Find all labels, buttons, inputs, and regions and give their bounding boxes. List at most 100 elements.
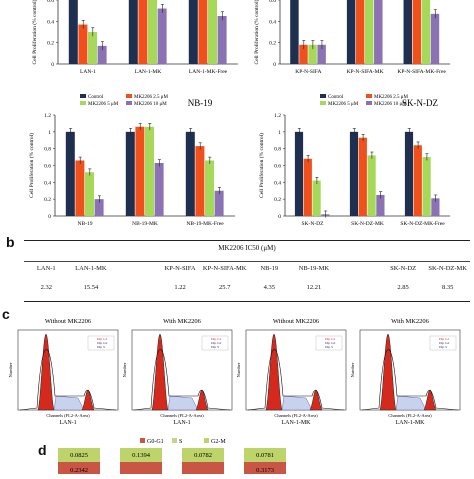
y-tick-label: 0 (273, 62, 276, 68)
table-col: SK-N-DZ (390, 265, 417, 272)
flow-title: With MK2206 (163, 318, 202, 325)
table-cell: 2.85 (397, 284, 409, 291)
y-tick-label: 0.4 (274, 180, 281, 186)
stack-segment-g2m (58, 448, 100, 462)
legend-label: MK2206 10 μM (134, 102, 167, 107)
y-tick-label: 0.6 (44, 164, 51, 170)
flow-legend-text: Dip G2 (439, 341, 450, 345)
table-cell: 1.22 (174, 284, 186, 291)
bar (94, 199, 104, 216)
x-tick-label: SK-N-DZ-MK (351, 221, 384, 227)
bar (145, 126, 154, 216)
flow-title: Without MK2206 (45, 318, 92, 325)
bar (208, 0, 217, 64)
y-tick-label: 0.2 (47, 41, 54, 47)
legend-swatch (126, 94, 132, 98)
flow-trace (133, 349, 231, 411)
y-tick-label: 0.2 (274, 197, 281, 203)
y-axis-label: Cell Proliferation (% control) (31, 0, 38, 64)
x-tick-label: SK-N-DZ (302, 221, 325, 227)
bar (367, 155, 376, 216)
y-tick-label: 0.6 (274, 164, 281, 170)
y-tick-label: 0 (51, 62, 54, 68)
legend-label: MK2206 5 μM (328, 102, 359, 107)
bar (154, 162, 164, 216)
stack-value: 0.3173 (256, 467, 274, 474)
y-tick-label: 0.6 (47, 0, 54, 4)
panel-label-b: b (6, 234, 15, 250)
bar (312, 180, 321, 216)
flow-xlabel: LAN-1 (59, 420, 76, 426)
flow-ylabel: Number (8, 362, 13, 377)
legend-swatch (320, 101, 326, 105)
bar (412, 0, 422, 64)
table-cell: 15.54 (83, 284, 99, 291)
flow-legend-box (429, 335, 457, 351)
flow-ylabel: Number (122, 362, 127, 377)
x-tick-label: SK-N-DZ-MK-Free (400, 221, 445, 227)
stack-segment-g0g1 (182, 462, 224, 479)
flow-xlabel: LAN-1-MK (396, 420, 426, 426)
bar (355, 0, 365, 64)
flow-legend-box (87, 335, 115, 351)
flow-legend-text: Dip G2 (325, 341, 336, 345)
flow-trace (19, 349, 117, 411)
table-cell: 12.21 (306, 284, 322, 291)
bar (299, 44, 308, 64)
flow-s-region (395, 395, 427, 411)
bar (125, 131, 135, 216)
legend-label: Control (88, 95, 104, 100)
y-tick-label: 0.2 (44, 197, 51, 203)
bar (431, 198, 440, 216)
stack-value: 0.0825 (70, 452, 88, 459)
table-col: NB-19 (260, 265, 279, 272)
flow-legend-box (201, 335, 229, 351)
stack-value: 0.0782 (194, 452, 212, 459)
bar (403, 0, 412, 64)
stack-segment-g2m (244, 448, 286, 462)
bar (75, 160, 85, 216)
flow-g1-peak (265, 333, 283, 411)
bar (346, 0, 356, 64)
x-tick-label: NB-19-MK (132, 221, 158, 227)
flow-s-region (53, 395, 85, 411)
flow-legend-text: Dip S (439, 345, 447, 349)
stack-segment-g2m (182, 448, 224, 462)
bar (97, 45, 107, 64)
x-tick-label: KP-N-SIFA-MK (347, 69, 384, 75)
flow-legend-box (315, 335, 343, 351)
legend-swatch (80, 101, 86, 105)
flow-g1-peak (151, 333, 169, 411)
stack-value: 0.1394 (132, 452, 151, 459)
y-tick-label: 0 (278, 214, 281, 220)
bar (413, 145, 422, 216)
bar (303, 158, 312, 216)
stack-legend-label: G0-G1 (147, 439, 164, 445)
flow-s-region (281, 395, 313, 411)
flow-xlabel: LAN-1-MK (282, 420, 312, 426)
table-header: MK2206 IC50 (μM) (218, 244, 276, 252)
flow-legend-text: Dip G1 (97, 337, 108, 341)
flow-channel-label: Channels (FL2-A-Area) (388, 413, 432, 418)
table-columns: LAN-1 LAN-1-MK KP-N-SIFA KP-N-SIFA-MK NB… (24, 265, 470, 272)
bar (214, 190, 224, 216)
bar (198, 0, 208, 64)
y-tick-label: 0 (48, 214, 51, 220)
y-axis-label: Cell Proliferation (% control) (253, 0, 260, 64)
x-tick-label: LAN-1 (80, 69, 96, 75)
stack-segment-g0g1 (120, 462, 162, 479)
legend-label: MK2206 2.5 μM (134, 95, 168, 100)
flow-xlabel: LAN-1 (173, 420, 190, 426)
flow-g1-peak (379, 333, 397, 411)
y-tick-label: 1 (48, 130, 51, 136)
flow-trace (247, 349, 345, 411)
flow-s-region (167, 395, 199, 411)
y-tick-label: 0.4 (47, 19, 54, 25)
flow-legend-text: Dip S (211, 345, 219, 349)
bar (430, 13, 440, 64)
legend-label: Control (328, 95, 344, 100)
bar (321, 214, 330, 216)
table-cell: 8.35 (442, 284, 454, 291)
